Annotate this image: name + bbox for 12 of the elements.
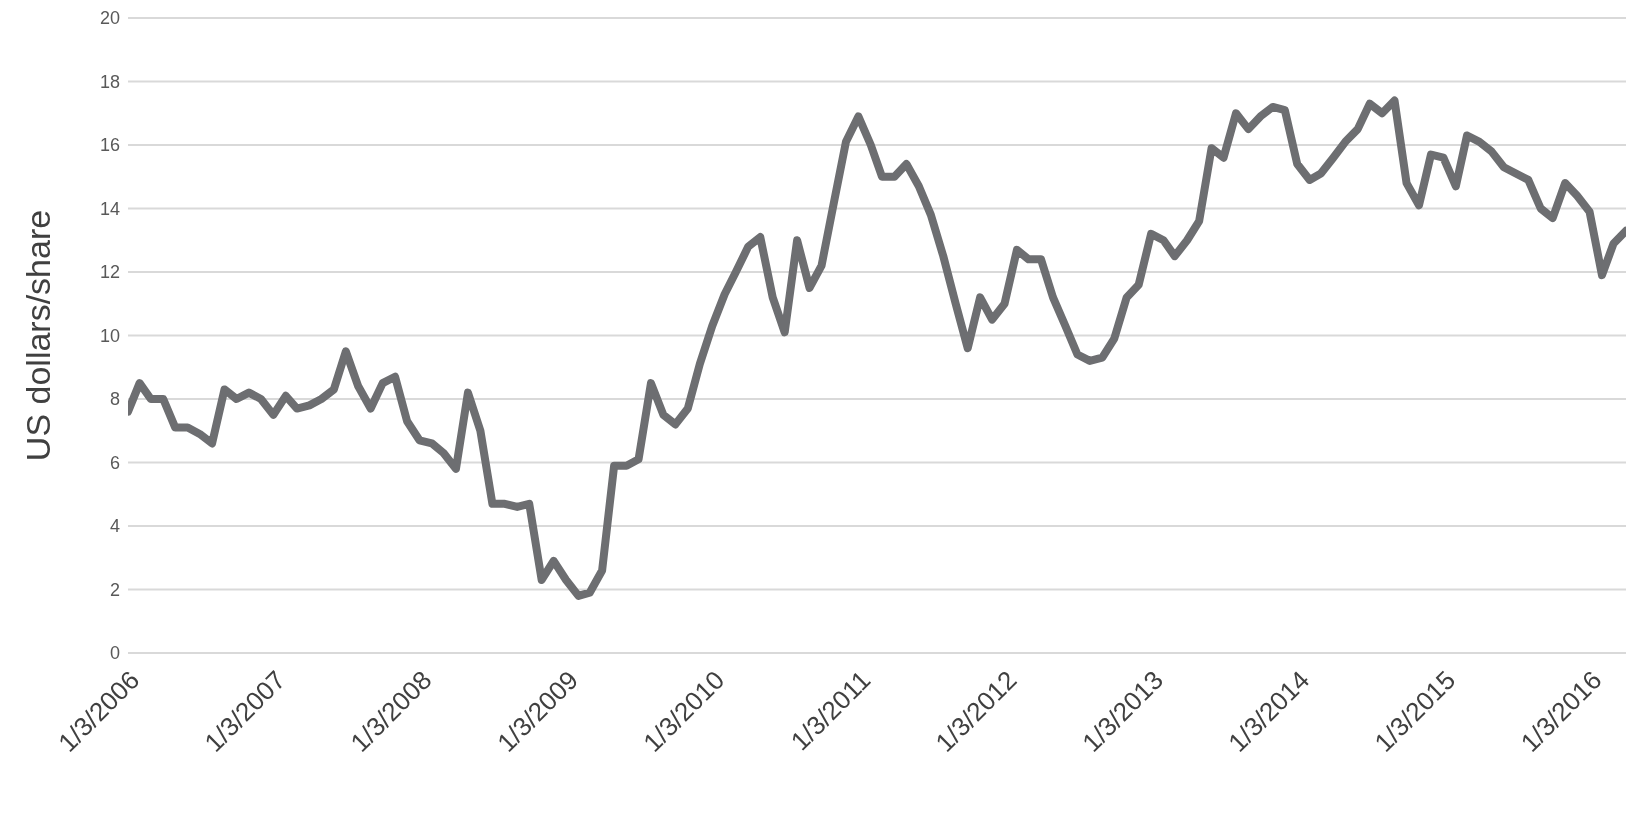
y-tick-label: 14 [99,198,120,219]
y-tick-label: 18 [99,71,120,92]
y-axis-title: US dollars/share [19,209,58,462]
y-tick-label: 20 [99,8,120,29]
y-tick-label: 6 [109,452,120,473]
y-tick-label: 2 [109,579,120,600]
y-tick-label: 0 [109,643,120,664]
y-tick-label: 12 [99,262,120,283]
y-tick-label: 8 [109,389,120,410]
y-tick-label: 10 [99,325,120,346]
y-tick-label: 16 [99,135,120,156]
y-tick-label: 4 [109,516,120,537]
